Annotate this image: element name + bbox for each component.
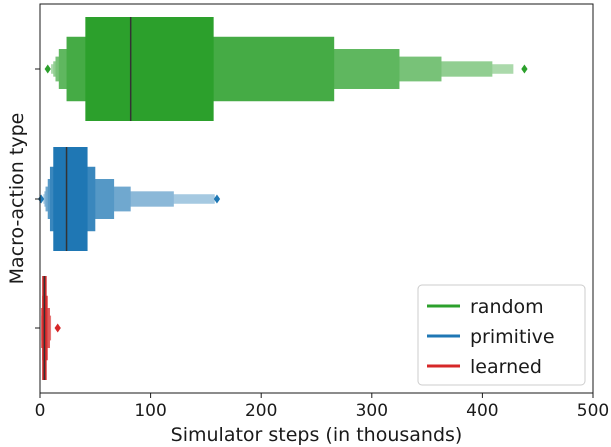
y-axis-title: Macro-action type [6,113,28,285]
x-tick-label: 500 [577,401,609,421]
outlier-point [44,64,51,74]
outlier-point [213,194,221,204]
x-tick-label: 400 [466,401,498,421]
legend-label-random: random [470,296,544,318]
series-random [44,17,528,121]
box-level-1 [85,17,214,121]
legend: random primitive learned [417,284,586,386]
x-tick-label: 100 [134,401,166,421]
legend-box [417,284,586,386]
box-level-1 [53,147,88,251]
x-tick-label: 300 [356,401,388,421]
x-tick-label: 200 [245,401,277,421]
y-ticks [35,68,40,329]
plot-area [37,17,528,380]
legend-label-learned: learned [470,356,542,378]
x-axis-title: Simulator steps (in thousands) [171,424,463,446]
x-ticks: 0 100 200 300 400 500 [35,393,609,421]
x-tick-label: 0 [35,401,46,421]
series-learned [41,276,61,380]
legend-label-primitive: primitive [470,326,555,348]
outlier-point [521,64,528,74]
series-primitive [37,147,221,251]
outlier-point [54,323,61,333]
